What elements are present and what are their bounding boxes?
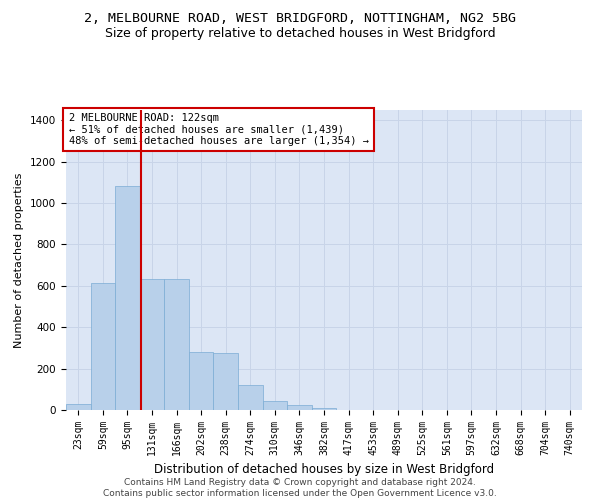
Bar	[312, 408, 336, 410]
Bar	[115, 186, 140, 410]
Bar	[140, 278, 164, 410]
Bar	[287, 405, 312, 410]
Y-axis label: Number of detached properties: Number of detached properties	[14, 172, 25, 348]
Bar	[91, 283, 115, 410]
Text: 2, MELBOURNE ROAD, WEST BRIDGFORD, NOTTINGHAM, NG2 5BG: 2, MELBOURNE ROAD, WEST BRIDGFORD, NOTTI…	[84, 12, 516, 26]
Text: 2 MELBOURNE ROAD: 122sqm
← 51% of detached houses are smaller (1,439)
48% of sem: 2 MELBOURNE ROAD: 122sqm ← 51% of detach…	[68, 113, 368, 146]
Text: Size of property relative to detached houses in West Bridgford: Size of property relative to detached ho…	[104, 28, 496, 40]
Bar	[238, 385, 263, 410]
Bar	[214, 353, 238, 410]
Bar	[189, 352, 214, 410]
Bar	[66, 404, 91, 410]
Bar	[263, 402, 287, 410]
Bar	[164, 278, 189, 410]
X-axis label: Distribution of detached houses by size in West Bridgford: Distribution of detached houses by size …	[154, 464, 494, 476]
Text: Contains HM Land Registry data © Crown copyright and database right 2024.
Contai: Contains HM Land Registry data © Crown c…	[103, 478, 497, 498]
